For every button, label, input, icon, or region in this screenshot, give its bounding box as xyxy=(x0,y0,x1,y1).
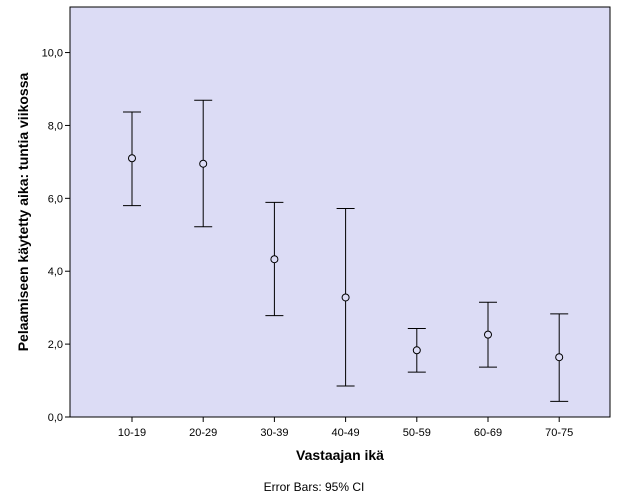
y-axis: 0,0 2,0 4,0 6,0 8,0 10,0 xyxy=(42,48,70,424)
x-tick-label: 50-59 xyxy=(403,427,431,439)
x-axis: 10-19 20-29 30-39 40-49 50-59 60-69 70-75 xyxy=(118,417,573,439)
x-tick-label: 60-69 xyxy=(474,427,502,439)
footnote: Error Bars: 95% CI xyxy=(264,480,365,494)
mean-marker xyxy=(270,255,279,264)
y-tick-label: 10,0 xyxy=(42,48,63,60)
x-tick-label: 10-19 xyxy=(118,427,146,439)
x-axis-title: Vastaajan ikä xyxy=(296,447,384,463)
mean-marker xyxy=(199,159,208,168)
y-tick-label: 6,0 xyxy=(48,193,63,205)
y-tick-label: 8,0 xyxy=(48,120,63,132)
x-tick-label: 70-75 xyxy=(545,427,573,439)
mean-marker xyxy=(412,346,421,355)
error-bars xyxy=(123,99,569,402)
y-axis-title: Pelaamiseen käytetty aika: tuntia viikos… xyxy=(15,72,31,351)
y-tick-label: 0,0 xyxy=(48,412,63,424)
x-tick-label: 20-29 xyxy=(189,427,217,439)
y-tick-label: 2,0 xyxy=(48,339,63,351)
mean-marker xyxy=(128,154,136,163)
mean-marker xyxy=(341,293,350,302)
x-tick-label: 40-49 xyxy=(332,427,360,439)
mean-marker xyxy=(555,353,564,362)
plot-area xyxy=(69,6,611,418)
y-tick-label: 4,0 xyxy=(48,266,63,278)
mean-marker xyxy=(484,330,492,339)
x-tick-label: 30-39 xyxy=(260,427,288,439)
